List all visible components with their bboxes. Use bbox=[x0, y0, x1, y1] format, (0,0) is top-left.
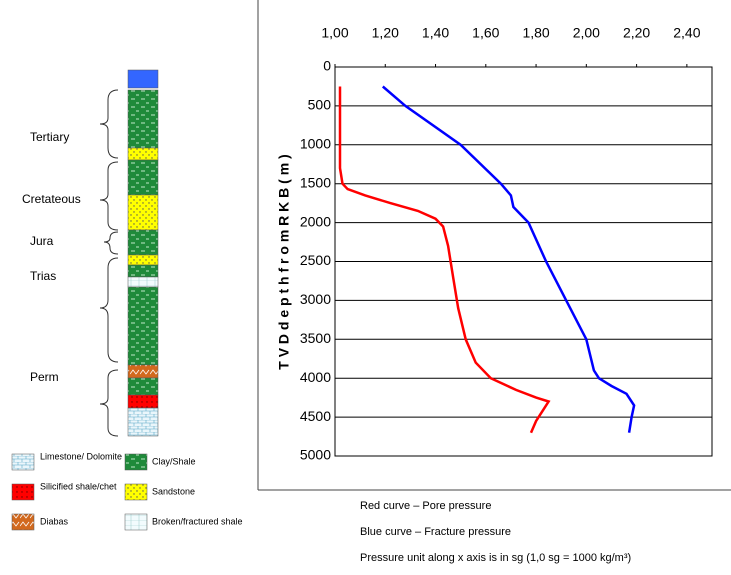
y-tick-label: 2000 bbox=[300, 213, 331, 229]
legend-label: Sandstone bbox=[152, 486, 195, 496]
period-label: Jura bbox=[30, 234, 54, 248]
note: Blue curve – Fracture pressure bbox=[360, 526, 511, 538]
period-label: Cretateous bbox=[22, 192, 81, 206]
x-tick-label: 1,00 bbox=[321, 25, 348, 41]
x-tick-label: 1,20 bbox=[372, 25, 399, 41]
y-tick-label: 3500 bbox=[300, 330, 331, 346]
y-tick-label: 500 bbox=[308, 97, 332, 113]
x-tick-label: 1,80 bbox=[522, 25, 549, 41]
y-axis-label: T V D d e p t h f r o m R K B ( m ) bbox=[276, 154, 292, 369]
legend-label: Silicified shale/chet bbox=[40, 481, 117, 491]
x-tick-label: 1,40 bbox=[422, 25, 449, 41]
note: Red curve – Pore pressure bbox=[360, 500, 491, 512]
x-tick-label: 1,60 bbox=[472, 25, 499, 41]
legend-label: Clay/Shale bbox=[152, 456, 196, 466]
braces bbox=[100, 90, 118, 436]
y-tick-label: 1500 bbox=[300, 174, 331, 190]
page: {"chart_data": { "type": "line", "y_labe… bbox=[0, 0, 731, 570]
legend-label: Limestone/ Dolomite bbox=[40, 451, 122, 461]
legend-label: Broken/fractured shale bbox=[152, 516, 243, 526]
series-line bbox=[340, 87, 549, 433]
strat-column bbox=[128, 70, 158, 436]
period-label: Perm bbox=[30, 370, 59, 384]
x-tick-label: 2,20 bbox=[623, 25, 650, 41]
note: Pressure unit along x axis is in sg (1,0… bbox=[360, 552, 631, 564]
y-tick-label: 4500 bbox=[300, 408, 331, 424]
y-tick-label: 3000 bbox=[300, 291, 331, 307]
x-tick-label: 2,00 bbox=[573, 25, 600, 41]
y-tick-label: 5000 bbox=[300, 447, 331, 463]
series-line bbox=[383, 87, 634, 433]
lithology-legend bbox=[12, 454, 147, 530]
y-tick-label: 4000 bbox=[300, 369, 331, 385]
period-label: Tertiary bbox=[30, 130, 69, 144]
chart: Tertiary Cretateous Jura Trias Perm Lime… bbox=[0, 0, 731, 570]
y-tick-label: 1000 bbox=[300, 136, 331, 152]
legend-label: Diabas bbox=[40, 516, 69, 526]
y-tick-label: 0 bbox=[323, 58, 331, 74]
period-label: Trias bbox=[30, 269, 56, 283]
y-tick-label: 2500 bbox=[300, 252, 331, 268]
x-tick-label: 2,40 bbox=[673, 25, 700, 41]
